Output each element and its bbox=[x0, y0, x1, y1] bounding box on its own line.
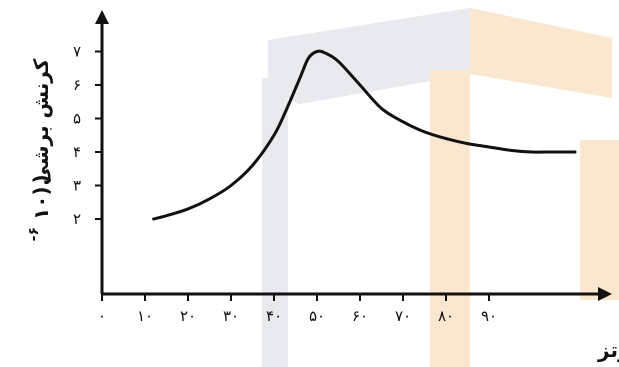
y-tick-label: ۵ bbox=[73, 110, 81, 128]
x-tick-label: ۴۰ bbox=[266, 307, 282, 325]
x-tick-label: ۳۰ bbox=[223, 307, 239, 325]
series-line bbox=[152, 49, 577, 221]
x-tick-label: ۰ bbox=[98, 307, 106, 325]
series-group bbox=[152, 49, 577, 221]
x-axis-title: فرکانس- هرتز bbox=[597, 338, 619, 362]
watermark-bar-orange bbox=[430, 70, 470, 367]
x-tick-label: ۷۰ bbox=[395, 307, 411, 325]
y-tick-label: ۴ bbox=[73, 143, 81, 161]
x-axis-ticks: ۰ ۱۰ ۲۰ ۳۰ ۴۰ ۵۰ ۶۰ ۷۰ ۸۰ ۹۰ bbox=[98, 294, 497, 325]
y-axis-arrow bbox=[95, 10, 109, 24]
y-axis-title-unit: (۱۰ bbox=[29, 186, 53, 220]
x-tick-label: ۹۰ bbox=[481, 307, 497, 325]
y-tick-label: ۶ bbox=[73, 76, 81, 94]
y-axis-title-group: کرنش برشی ( (۱۰ ۶- bbox=[26, 58, 53, 241]
y-axis-title-unit-open: ( bbox=[29, 174, 53, 183]
watermark-cap-orange bbox=[470, 8, 612, 98]
y-tick-label: ۲ bbox=[73, 210, 81, 228]
y-axis-title-exponent: ۶- bbox=[26, 227, 42, 241]
x-tick-label: ۲۰ bbox=[180, 307, 196, 325]
x-tick-label: ۵۰ bbox=[309, 307, 325, 325]
x-tick-label: ۱۰ bbox=[137, 307, 153, 325]
y-axis-title-main: کرنش برشی bbox=[29, 58, 53, 185]
x-axis-arrow bbox=[598, 287, 612, 301]
watermark-bar-gray bbox=[262, 78, 288, 367]
y-axis-title: کرنش برشی ( (۱۰ ۶- bbox=[26, 58, 53, 241]
watermark-stripe-orange bbox=[580, 140, 619, 300]
watermark-logo bbox=[262, 8, 619, 367]
x-tick-label: ۸۰ bbox=[438, 307, 454, 325]
y-axis-ticks: ۲ ۳ ۴ ۵ ۶ ۷ bbox=[73, 43, 102, 228]
axes bbox=[95, 10, 612, 301]
watermark-cap-gray bbox=[268, 8, 470, 104]
x-tick-label: ۶۰ bbox=[352, 307, 368, 325]
y-tick-label: ۷ bbox=[73, 43, 81, 61]
y-tick-label: ۳ bbox=[73, 177, 81, 195]
